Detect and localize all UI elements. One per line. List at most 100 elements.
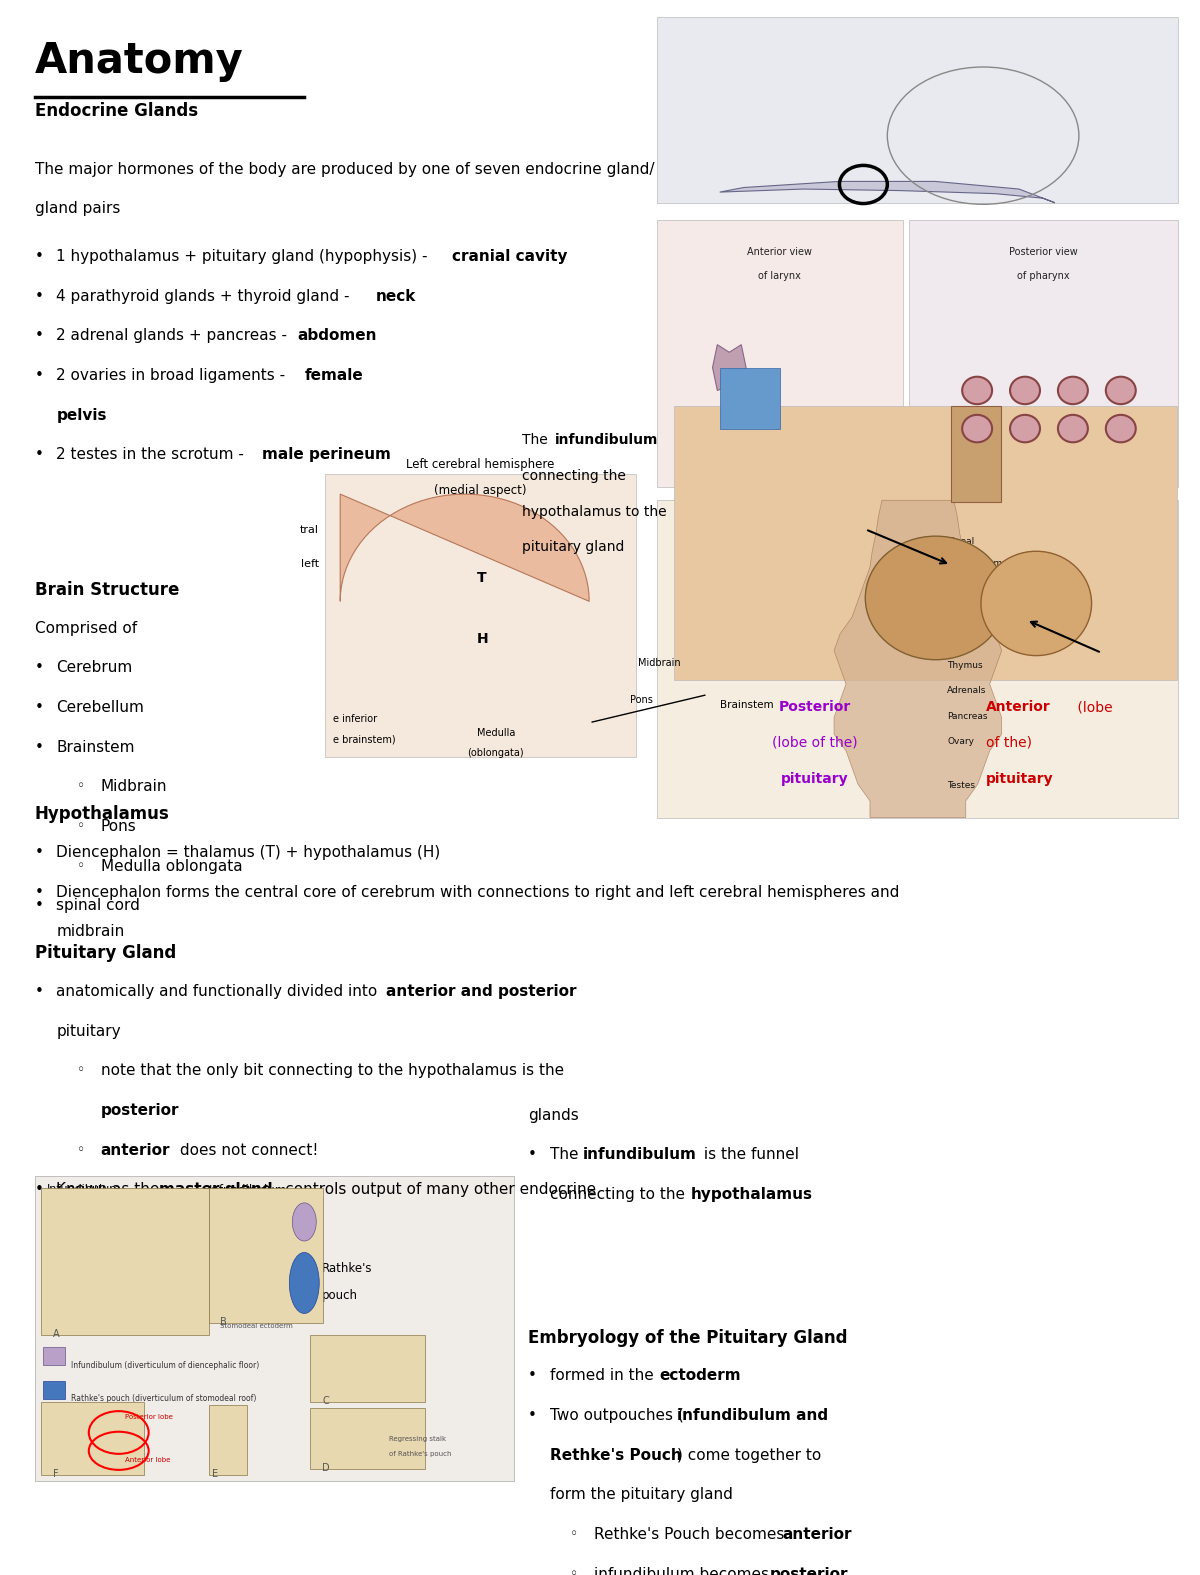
Text: Left cerebral hemisphere: Left cerebral hemisphere [406,458,554,471]
Text: form the pituitary gland: form the pituitary gland [550,1487,732,1503]
Text: gland pairs: gland pairs [35,202,120,216]
Text: Thymus: Thymus [947,662,983,669]
FancyBboxPatch shape [325,474,636,756]
Text: D: D [323,1463,330,1473]
Text: (lobe of the): (lobe of the) [773,736,858,750]
Text: •: • [528,1408,538,1424]
Text: Midbrain: Midbrain [638,658,680,668]
Text: Adrenals: Adrenals [947,687,986,695]
Text: Anatomy: Anatomy [35,39,244,82]
FancyBboxPatch shape [720,367,780,428]
Text: B: B [221,1317,227,1326]
Text: Posterior: Posterior [779,701,851,713]
Text: Medulla oblongata: Medulla oblongata [101,858,242,874]
Text: infundibulum and: infundibulum and [677,1408,828,1424]
Text: (medial aspect): (medial aspect) [434,484,527,498]
Text: Cerebrum: Cerebrum [56,660,133,676]
Text: ◦: ◦ [77,1142,85,1156]
Text: •: • [35,1183,43,1197]
Ellipse shape [1058,376,1088,405]
Text: cranial cavity: cranial cavity [451,249,568,265]
Text: Thyroid: Thyroid [947,606,982,616]
Text: master gland: master gland [160,1183,274,1197]
Text: (lobe: (lobe [1073,701,1114,713]
Polygon shape [341,495,589,602]
Text: tral: tral [300,524,319,536]
Polygon shape [950,406,1001,502]
Text: Rethke's Pouch becomes: Rethke's Pouch becomes [594,1528,790,1542]
Text: •: • [35,740,43,754]
Text: ) come together to: ) come together to [677,1447,821,1463]
Text: Infundibulum: Infundibulum [47,1184,121,1194]
FancyBboxPatch shape [43,1381,65,1399]
Text: Pons: Pons [101,819,137,835]
Text: note that the only bit connecting to the hypothalamus is the: note that the only bit connecting to the… [101,1063,564,1079]
Text: •: • [35,846,43,860]
Polygon shape [720,181,1055,203]
Text: •: • [35,369,43,383]
Text: Hypothalamus: Hypothalamus [947,559,1013,569]
Text: left: left [300,559,319,569]
Text: Cerebellum: Cerebellum [56,701,144,715]
Text: infundibulum: infundibulum [554,433,658,447]
Ellipse shape [1106,376,1135,405]
FancyBboxPatch shape [43,1347,65,1366]
Text: of pharynx: of pharynx [1016,271,1069,282]
Text: infundibulum becomes: infundibulum becomes [594,1567,774,1575]
Text: is the funnel: is the funnel [700,1147,799,1162]
FancyBboxPatch shape [209,1189,324,1323]
FancyBboxPatch shape [658,17,1178,203]
Text: anatomically and functionally divided into: anatomically and functionally divided in… [56,984,383,999]
Text: Pituitary Gland: Pituitary Gland [35,945,176,962]
Polygon shape [834,501,1002,817]
Text: Ovary: Ovary [947,737,974,747]
Text: •: • [528,1369,538,1383]
Text: •: • [35,885,43,899]
Text: Comprised of: Comprised of [35,621,137,636]
Text: Medulla: Medulla [476,728,515,739]
Text: Pons: Pons [630,695,653,704]
Text: Anterior: Anterior [986,701,1051,713]
Text: Posterior lobe: Posterior lobe [125,1414,173,1421]
Ellipse shape [289,1252,319,1314]
Text: posterior: posterior [770,1567,848,1575]
Text: hypothalamus: hypothalamus [691,1188,812,1202]
Text: midbrain: midbrain [56,925,125,939]
Text: Brainstem: Brainstem [720,701,773,710]
Text: pituitary: pituitary [781,772,848,786]
Text: Anterior lobe: Anterior lobe [125,1457,170,1463]
Text: ◦: ◦ [77,780,85,794]
Ellipse shape [962,414,992,443]
Text: hypothalamus to the: hypothalamus to the [522,504,667,518]
Text: Pituitary: Pituitary [947,581,985,591]
FancyBboxPatch shape [311,1408,425,1469]
Text: neck: neck [376,288,416,304]
Ellipse shape [1010,414,1040,443]
FancyBboxPatch shape [35,1177,514,1482]
Text: Rathke's pouch (diverticulum of stomodeal roof): Rathke's pouch (diverticulum of stomodea… [71,1394,257,1403]
FancyBboxPatch shape [41,1402,144,1476]
Text: glands: glands [528,1107,578,1123]
Text: 2 ovaries in broad ligaments -: 2 ovaries in broad ligaments - [56,369,290,383]
FancyBboxPatch shape [674,406,1177,680]
Text: •: • [35,898,43,913]
Text: •: • [528,1147,538,1162]
Text: ◦: ◦ [77,1063,85,1077]
Text: The major hormones of the body are produced by one of seven endocrine gland/: The major hormones of the body are produ… [35,162,654,176]
Text: H: H [476,632,488,646]
Text: (oblongata): (oblongata) [468,748,524,758]
Text: anterior: anterior [101,1142,170,1158]
Text: T: T [476,570,486,584]
Text: Two outpouches (: Two outpouches ( [550,1408,684,1424]
FancyBboxPatch shape [209,1405,247,1476]
Text: 4 parathyroid glands + thyroid gland -: 4 parathyroid glands + thyroid gland - [56,288,355,304]
Text: Testes: Testes [947,781,976,791]
Text: •: • [35,701,43,715]
Text: Known as the: Known as the [56,1183,164,1197]
Ellipse shape [1058,414,1088,443]
Text: E: E [212,1469,218,1479]
Text: •: • [35,660,43,676]
Ellipse shape [1106,414,1135,443]
Ellipse shape [865,536,1006,660]
FancyBboxPatch shape [311,1336,425,1402]
